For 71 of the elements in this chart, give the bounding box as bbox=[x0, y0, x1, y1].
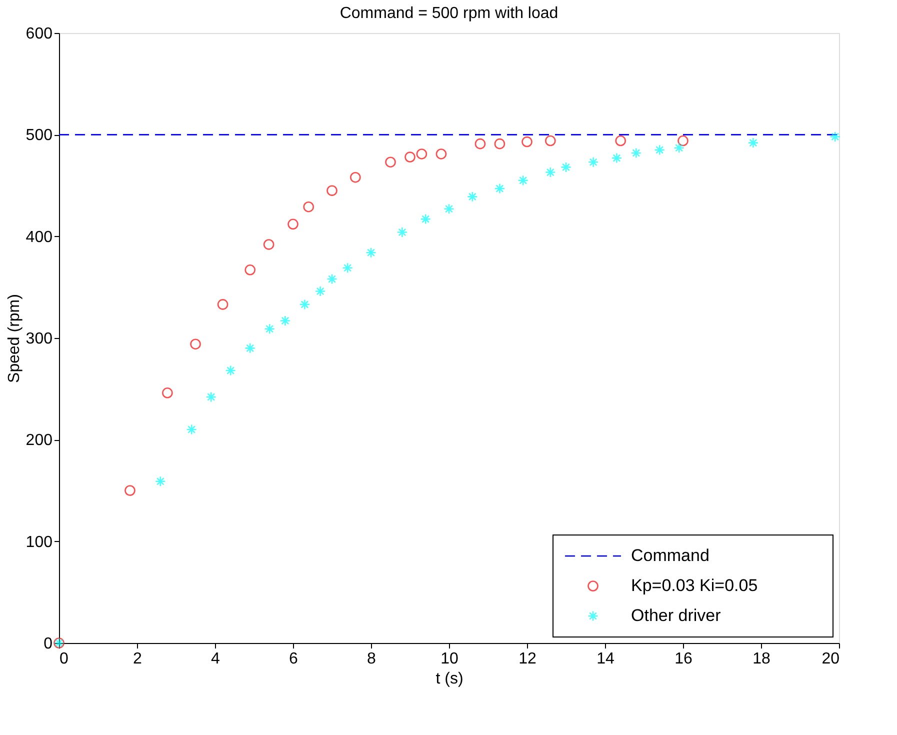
legend-label: Other driver bbox=[631, 606, 722, 625]
point bbox=[420, 214, 431, 224]
point bbox=[206, 392, 216, 402]
x-tick-label: 20 bbox=[822, 650, 840, 668]
point bbox=[474, 138, 486, 150]
point bbox=[611, 152, 622, 164]
point bbox=[444, 203, 454, 214]
point bbox=[436, 148, 447, 160]
x-tick-label: 0 bbox=[60, 650, 68, 668]
y-axis-title: Speed (rpm) bbox=[6, 294, 23, 383]
point bbox=[678, 135, 688, 146]
x-tick-label: 12 bbox=[518, 650, 536, 668]
y-tick-label: 300 bbox=[26, 330, 53, 348]
point bbox=[186, 424, 197, 435]
y-tick-label: 200 bbox=[26, 432, 53, 450]
point bbox=[244, 342, 256, 354]
point bbox=[748, 137, 759, 148]
point bbox=[326, 185, 338, 196]
y-tick-label: 500 bbox=[26, 127, 53, 144]
point bbox=[674, 142, 684, 154]
point bbox=[314, 286, 326, 297]
point bbox=[416, 148, 428, 160]
point bbox=[404, 152, 416, 162]
point bbox=[588, 156, 599, 168]
y-tick-label: 600 bbox=[26, 26, 53, 42]
point bbox=[560, 162, 572, 173]
x-tick-label: 16 bbox=[674, 650, 692, 668]
point bbox=[162, 388, 173, 398]
point bbox=[830, 131, 840, 142]
point bbox=[518, 175, 528, 186]
point bbox=[545, 135, 556, 146]
point bbox=[545, 166, 556, 178]
point bbox=[654, 144, 665, 156]
x-tick-label: 4 bbox=[211, 650, 220, 668]
x-axis-title: t (s) bbox=[436, 670, 464, 688]
point bbox=[190, 338, 201, 350]
point bbox=[396, 226, 408, 238]
y-tick-label: 400 bbox=[26, 228, 53, 246]
x-tick-label: 6 bbox=[289, 650, 298, 668]
x-tick-label: 14 bbox=[596, 650, 614, 668]
point bbox=[385, 156, 396, 168]
point bbox=[366, 247, 376, 258]
point bbox=[288, 218, 298, 230]
legend-label: Kp=0.03 Ki=0.05 bbox=[631, 576, 758, 595]
point bbox=[630, 148, 642, 158]
point bbox=[326, 274, 338, 284]
point bbox=[225, 365, 236, 376]
point bbox=[124, 485, 136, 496]
point bbox=[494, 138, 506, 150]
point bbox=[244, 264, 256, 276]
point bbox=[217, 299, 228, 310]
point bbox=[263, 239, 274, 250]
y-tick-label: 0 bbox=[44, 636, 53, 652]
point bbox=[350, 172, 361, 183]
legend-label: Command bbox=[631, 546, 710, 565]
point bbox=[303, 201, 314, 212]
y-tick-label: 100 bbox=[26, 534, 53, 551]
x-tick-label: 8 bbox=[367, 650, 376, 668]
x-tick-label: 10 bbox=[440, 650, 458, 668]
x-tick-label: 2 bbox=[133, 650, 142, 668]
point bbox=[155, 476, 166, 487]
point bbox=[280, 315, 291, 326]
point bbox=[467, 191, 478, 202]
point bbox=[615, 135, 626, 146]
point bbox=[264, 323, 275, 334]
chart-title: Command = 500 rpm with load bbox=[340, 5, 558, 22]
point bbox=[299, 299, 310, 310]
point bbox=[494, 183, 506, 194]
point bbox=[342, 262, 353, 274]
x-tick-label: 18 bbox=[752, 650, 770, 668]
point bbox=[522, 136, 532, 148]
